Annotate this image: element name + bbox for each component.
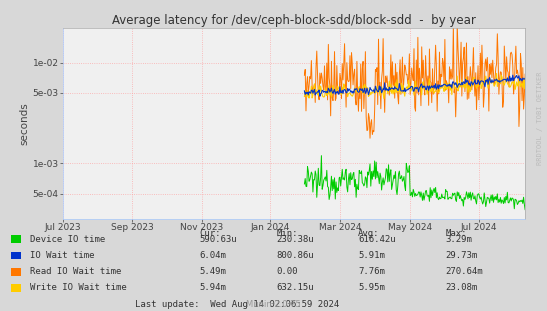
Text: 270.64m: 270.64m [446,267,484,276]
Text: RRDTOOL / TOBI OETIKER: RRDTOOL / TOBI OETIKER [537,72,543,165]
Text: 5.94m: 5.94m [200,284,226,292]
Y-axis label: seconds: seconds [20,102,30,145]
Text: Last update:  Wed Aug 14 02:06:59 2024: Last update: Wed Aug 14 02:06:59 2024 [135,300,339,309]
Text: 5.95m: 5.95m [358,284,385,292]
Text: 0.00: 0.00 [276,267,298,276]
Text: Write IO Wait time: Write IO Wait time [30,284,127,292]
Text: Munin 2.0.75: Munin 2.0.75 [246,299,301,309]
Text: Max:: Max: [446,229,467,238]
Text: 29.73m: 29.73m [446,251,478,260]
Text: 5.49m: 5.49m [200,267,226,276]
Text: Cur:: Cur: [200,229,221,238]
Title: Average latency for /dev/ceph-block-sdd/block-sdd  -  by year: Average latency for /dev/ceph-block-sdd/… [112,14,476,27]
Text: 3.29m: 3.29m [446,235,473,244]
Text: 5.91m: 5.91m [358,251,385,260]
Text: Device IO time: Device IO time [30,235,106,244]
Text: 632.15u: 632.15u [276,284,314,292]
Text: IO Wait time: IO Wait time [30,251,95,260]
Text: 6.04m: 6.04m [200,251,226,260]
Text: Avg:: Avg: [358,229,380,238]
Text: Read IO Wait time: Read IO Wait time [30,267,121,276]
Text: 616.42u: 616.42u [358,235,396,244]
Text: 230.38u: 230.38u [276,235,314,244]
Text: 800.86u: 800.86u [276,251,314,260]
Text: 7.76m: 7.76m [358,267,385,276]
Text: Min:: Min: [276,229,298,238]
Text: 23.08m: 23.08m [446,284,478,292]
Text: 590.63u: 590.63u [200,235,237,244]
